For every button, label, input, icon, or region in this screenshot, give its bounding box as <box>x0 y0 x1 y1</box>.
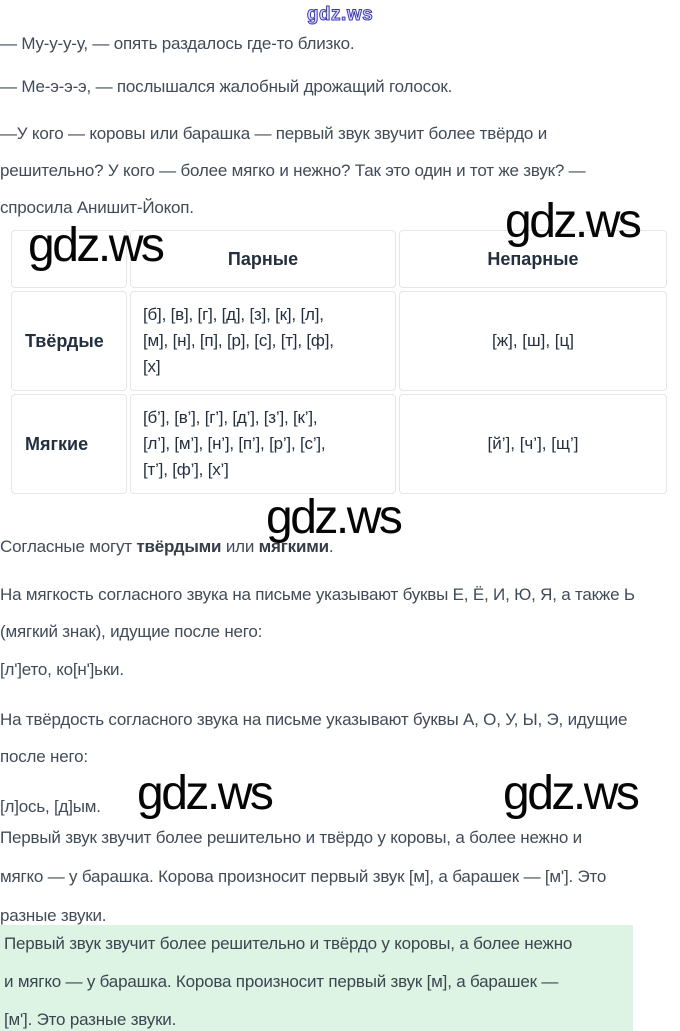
table-header-row: Парные Непарные <box>11 230 667 288</box>
row-header-soft: Мягкие <box>11 394 127 494</box>
paragraph-hardness-examples: [л]ось, [д]ым. <box>0 797 101 816</box>
paragraph-consonants-can: Согласные могут твёрдыми или мягкими. <box>0 528 334 565</box>
consonants-bold-hard: твёрдыми <box>136 537 222 556</box>
gdz-watermark-2: gdz.ws <box>505 195 642 248</box>
gdz-watermark-4: gdz.ws <box>137 767 274 820</box>
cell-hard-unpaired: [ж], [ш], [ц] <box>399 291 667 391</box>
consonants-text-3: . <box>328 537 334 556</box>
cell-hard-paired: [б], [в], [г], [д], [з], [к], [л], [м], … <box>130 291 396 391</box>
row-header-hard: Твёрдые <box>11 291 127 391</box>
cell-soft-paired: [б’], [в’], [г’], [д’], [з’], [к’], [л’]… <box>130 394 396 494</box>
paragraph-moo: — Му-у-у-у, — опять раздалось где-то бли… <box>0 34 355 53</box>
consonants-bold-soft: мягкими <box>258 537 329 556</box>
gdz-watermark-top: gdz.ws <box>306 4 374 26</box>
consonants-table: Парные Непарные Твёрдые [б], [в], [г], [… <box>8 227 670 497</box>
cell-soft-unpaired: [й’], [ч’], [щ’] <box>399 394 667 494</box>
consonants-table-wrapper: Парные Непарные Твёрдые [б], [в], [г], [… <box>8 227 670 497</box>
highlighted-answer-text: Первый звук звучит более решительно и тв… <box>4 934 573 1029</box>
paragraph-answer: Первый звук звучит более решительно и тв… <box>0 828 607 925</box>
column-header-unpaired: Непарные <box>399 230 667 288</box>
paragraph-softness-rule: На мягкость согласного звука на письме у… <box>0 585 635 641</box>
consonants-text-1: Согласные могут <box>0 537 137 556</box>
paragraph-question: —У кого — коровы или барашка — первый зв… <box>0 124 586 217</box>
paragraph-meh: — Ме-э-э-э, — послышался жалобный дрожащ… <box>0 77 453 96</box>
column-header-paired: Парные <box>130 230 396 288</box>
table-row-soft: Мягкие [б’], [в’], [г’], [д’], [з’], [к’… <box>11 394 667 494</box>
gdz-watermark-3: gdz.ws <box>266 491 403 544</box>
paragraph-softness-examples: [л']ето, ко[н']ьки. <box>0 660 124 679</box>
paragraph-hardness-rule: На твёрдость согласного звука на письме … <box>0 710 628 766</box>
highlighted-answer-block: Первый звук звучит более решительно и тв… <box>0 925 633 1031</box>
consonants-text-2: или <box>221 537 259 556</box>
table-row-hard: Твёрдые [б], [в], [г], [д], [з], [к], [л… <box>11 291 667 391</box>
gdz-watermark-1: gdz.ws <box>28 219 165 272</box>
table-corner-cell <box>11 230 127 288</box>
gdz-watermark-5: gdz.ws <box>503 767 640 820</box>
